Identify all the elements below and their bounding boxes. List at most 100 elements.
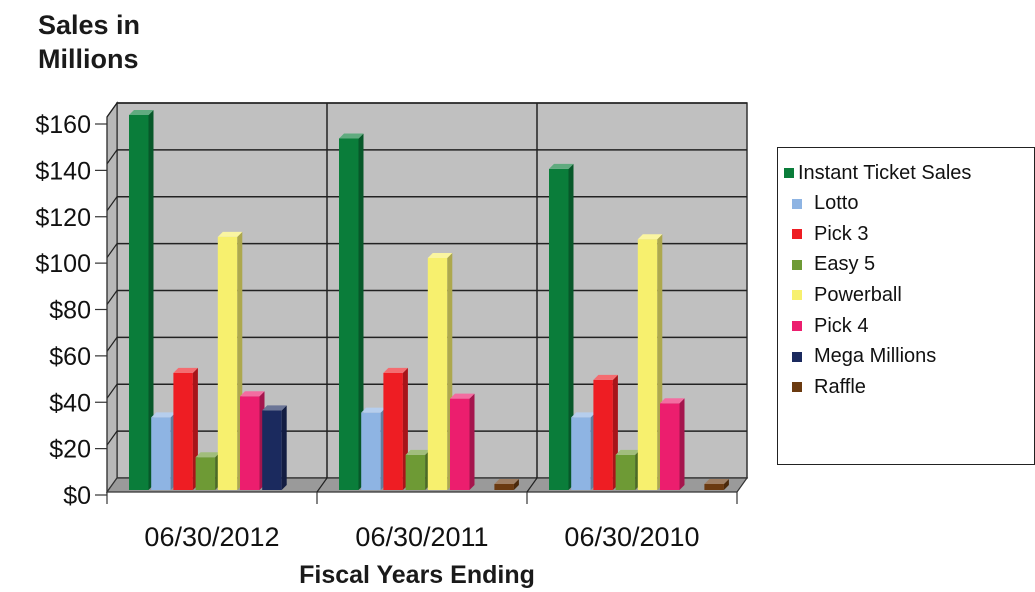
bar-top xyxy=(339,133,364,139)
bar xyxy=(615,454,636,490)
legend-label: Instant Ticket Sales xyxy=(798,161,972,184)
bar-top xyxy=(494,479,519,484)
legend-item: Mega Millions xyxy=(792,345,937,368)
bar xyxy=(494,484,514,490)
y-tick-label: $140 xyxy=(35,157,91,185)
legend-item: Pick 4 xyxy=(792,315,868,337)
bar xyxy=(361,412,381,490)
legend-swatch xyxy=(792,229,802,240)
bar xyxy=(427,257,448,490)
bar xyxy=(195,457,216,490)
bar xyxy=(549,168,569,490)
bar xyxy=(173,372,193,490)
gridline-side xyxy=(106,290,118,305)
bar-top xyxy=(450,393,475,399)
bar-top xyxy=(195,452,221,458)
y-tick-label: $160 xyxy=(35,111,91,139)
legend-swatch xyxy=(792,382,802,393)
legend-swatch xyxy=(792,321,802,331)
bar-top xyxy=(262,405,287,411)
bar-top xyxy=(173,367,198,373)
legend-label: Pick 3 xyxy=(814,222,869,245)
bar-top xyxy=(129,110,154,115)
bar xyxy=(151,417,171,490)
legend-item: Raffle xyxy=(792,376,866,398)
gridline-side xyxy=(106,102,118,118)
legend-swatch xyxy=(792,290,802,301)
bar-top xyxy=(615,449,641,455)
bar-top xyxy=(217,231,243,237)
bar-top xyxy=(593,374,618,380)
bar-top xyxy=(571,412,596,418)
y-tick-label: $40 xyxy=(49,389,91,417)
bar xyxy=(571,417,591,490)
bar xyxy=(262,410,282,490)
legend-item: Powerball xyxy=(792,284,902,306)
x-tick-label: 06/30/2010 xyxy=(564,522,699,552)
bar-top xyxy=(151,412,176,418)
chart-title-line-2: Millions xyxy=(38,44,139,74)
legend-item: Instant Ticket Sales xyxy=(784,162,971,184)
bar-top xyxy=(240,391,265,397)
gridline-side xyxy=(106,149,118,165)
y-tick-label: $20 xyxy=(49,436,91,464)
legend-item: Lotto xyxy=(792,192,859,215)
gridline-side xyxy=(106,196,118,212)
legend-label: Lotto xyxy=(814,192,859,215)
gridline-side xyxy=(106,337,118,352)
bar xyxy=(660,403,680,490)
bar-top xyxy=(660,398,685,404)
bar-top xyxy=(383,367,408,373)
legend-label: Raffle xyxy=(814,375,866,398)
y-tick-label: $100 xyxy=(35,250,91,278)
legend-swatch xyxy=(792,198,802,209)
bar-top xyxy=(549,163,574,169)
bar xyxy=(593,379,613,490)
legend-label: Easy 5 xyxy=(814,253,876,276)
legend-label: Mega Millions xyxy=(814,345,937,368)
y-tick-label: $60 xyxy=(49,343,91,371)
y-tick-label: $80 xyxy=(49,297,91,325)
chart-title-line-1: Sales in xyxy=(38,10,141,40)
bar-top xyxy=(427,252,453,258)
bar xyxy=(383,372,403,490)
legend-label: Powerball xyxy=(814,283,902,306)
gridline-side xyxy=(106,383,118,399)
legend-swatch xyxy=(792,351,802,362)
legend-swatch xyxy=(784,168,794,178)
bar-side xyxy=(723,479,729,490)
bar-top xyxy=(637,234,663,240)
bar xyxy=(704,484,724,490)
legend: Instant Ticket Sales Lotto Pick 3 Easy 5 Pow… xyxy=(777,147,1035,465)
bar-top xyxy=(361,407,386,413)
bar-side xyxy=(513,479,519,490)
gridline-side xyxy=(106,430,118,446)
bar xyxy=(339,138,359,490)
bar xyxy=(405,454,426,490)
x-axis-title: Fiscal Years Ending xyxy=(299,561,535,589)
bar-side xyxy=(148,110,154,490)
bar xyxy=(240,396,260,490)
bar-top xyxy=(405,449,431,455)
bar-side xyxy=(469,393,475,490)
floor-divider xyxy=(316,477,328,493)
bar xyxy=(450,398,470,490)
legend-item: Pick 3 xyxy=(792,223,868,245)
x-tick-label: 06/30/2012 xyxy=(144,522,279,552)
bar-top xyxy=(704,479,729,484)
legend-swatch xyxy=(792,259,802,270)
bar xyxy=(129,115,149,490)
x-tick-label: 06/30/2011 xyxy=(355,522,488,552)
y-tick-label: $0 xyxy=(63,482,91,510)
floor-divider xyxy=(526,477,538,493)
bar xyxy=(637,239,658,490)
bar xyxy=(217,236,238,490)
bar-side xyxy=(358,133,364,490)
legend-label: Pick 4 xyxy=(814,314,869,337)
y-tick-label: $120 xyxy=(35,204,91,232)
bar-side xyxy=(679,398,685,490)
gridline-side xyxy=(106,243,118,258)
bar-side xyxy=(281,405,287,490)
bar-side xyxy=(568,163,574,490)
